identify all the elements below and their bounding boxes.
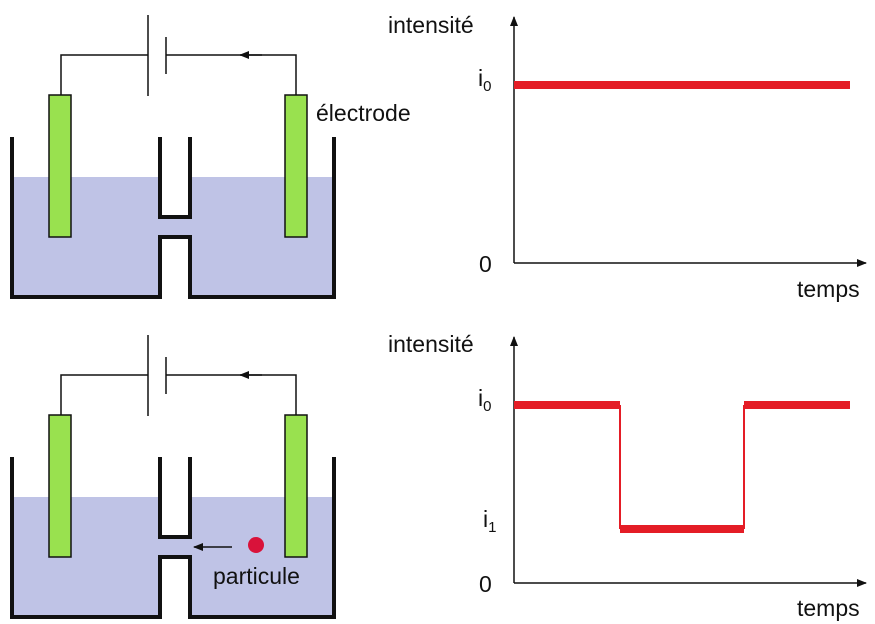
y-axis-label: intensité [388,12,474,38]
container-walls [10,137,336,299]
y-axis-label-bottom: intensité [388,331,474,357]
bottom-graph: intensité temps i0 i1 0 [388,331,867,621]
top-graph: intensité temps i0 0 [388,12,867,302]
x-axis-label-bottom: temps [797,595,860,621]
electrode-right [284,94,308,238]
top-cell: électrode [10,15,411,299]
container-walls-bottom [10,457,336,619]
current-trace-bottom [514,401,850,533]
tick-label-i0: i0 [478,65,491,95]
electrode-left [48,94,72,238]
electrode-left-bottom [48,414,72,558]
tick-label-i1-bottom: i1 [483,506,496,536]
tick-label-zero: 0 [479,251,492,277]
electrode-right-bottom [284,414,308,558]
battery-symbol-bottom [147,335,167,416]
circuit-wire-bottom [60,374,297,415]
bottom-cell: particule [10,335,336,619]
x-axis-label: temps [797,276,860,302]
particle-label: particule [213,563,300,589]
electrode-label: électrode [316,100,411,126]
tick-label-zero-bottom: 0 [479,571,492,597]
particle-dot [248,537,264,553]
tick-label-i0-bottom: i0 [478,385,491,415]
battery-symbol [147,15,167,96]
circuit-wire [60,54,297,95]
